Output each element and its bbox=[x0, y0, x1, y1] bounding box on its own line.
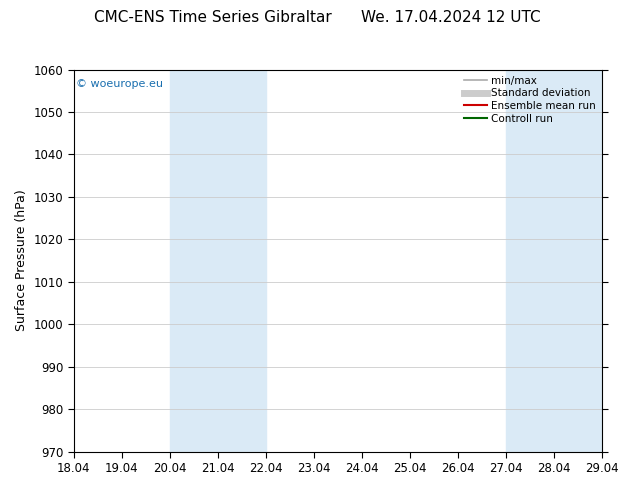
Bar bbox=[170, 70, 266, 452]
Text: CMC-ENS Time Series Gibraltar      We. 17.04.2024 12 UTC: CMC-ENS Time Series Gibraltar We. 17.04.… bbox=[94, 10, 540, 25]
Y-axis label: Surface Pressure (hPa): Surface Pressure (hPa) bbox=[15, 190, 28, 331]
Text: © woeurope.eu: © woeurope.eu bbox=[76, 79, 164, 89]
Legend: min/max, Standard deviation, Ensemble mean run, Controll run: min/max, Standard deviation, Ensemble me… bbox=[460, 72, 600, 128]
Bar bbox=[506, 70, 602, 452]
